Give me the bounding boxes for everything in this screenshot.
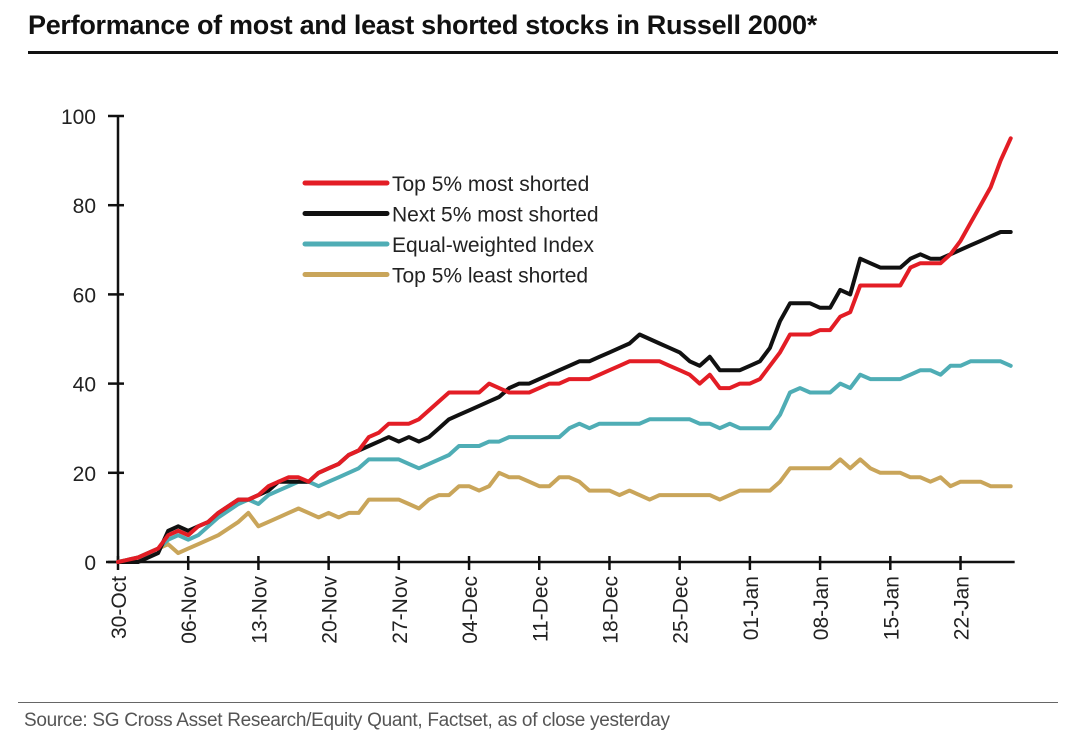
series-line-equal-weighted-index (116, 359, 1013, 564)
x-tick-label: 22-Jan (951, 576, 974, 640)
y-tick-label: 100 (61, 106, 96, 129)
x-tick-label: 08-Jan (810, 576, 833, 640)
legend-label: Top 5% most shorted (392, 173, 589, 196)
series-line-top-5-least-shorted (116, 457, 1013, 564)
series-line-top-5-most-shorted (116, 136, 1013, 564)
x-tick-label: 30-Oct (108, 576, 131, 639)
x-tick-label: 27-Nov (389, 576, 412, 644)
axes: 0 20 40 60 80 100 30-Oct 06-Nov 13-Nov 20-Nov 27-N… (61, 106, 1015, 644)
x-tick-label: 20-Nov (319, 576, 342, 644)
line-chart: 0 20 40 60 80 100 30-Oct 06-Nov 13-Nov 20-Nov 27-N… (61, 106, 1015, 644)
legend-label: Next 5% most shorted (392, 204, 599, 227)
x-tick-label: 11-Dec (529, 576, 552, 642)
source-note: Source: SG Cross Asset Research/Equity Q… (24, 710, 670, 731)
footer-divider (18, 702, 1058, 703)
x-tick-label: 13-Nov (248, 576, 271, 644)
y-tick-label: 80 (73, 195, 96, 218)
chart-title: Performance of most and least shorted st… (28, 10, 817, 40)
x-tick-label: 06-Nov (178, 576, 201, 644)
x-tick-label: 25-Dec (670, 576, 693, 644)
x-tick-label: 04-Dec (459, 576, 482, 644)
y-tick-label: 0 (84, 552, 96, 575)
series-line-next-5-most-shorted (116, 230, 1013, 564)
legend-label: Equal-weighted Index (392, 234, 594, 257)
x-tick-label: 15-Jan (880, 576, 903, 640)
y-tick-label: 20 (73, 463, 96, 486)
x-tick-label: 01-Jan (740, 576, 763, 640)
x-tick-label: 18-Dec (599, 576, 622, 644)
legend: Top 5% most shorted Next 5% most shorted E… (302, 173, 599, 288)
y-tick-label: 60 (73, 284, 96, 307)
legend-label: Top 5% least shorted (392, 265, 588, 288)
series-lines (116, 136, 1013, 564)
title-divider (28, 51, 1058, 54)
y-tick-label: 40 (73, 374, 96, 397)
